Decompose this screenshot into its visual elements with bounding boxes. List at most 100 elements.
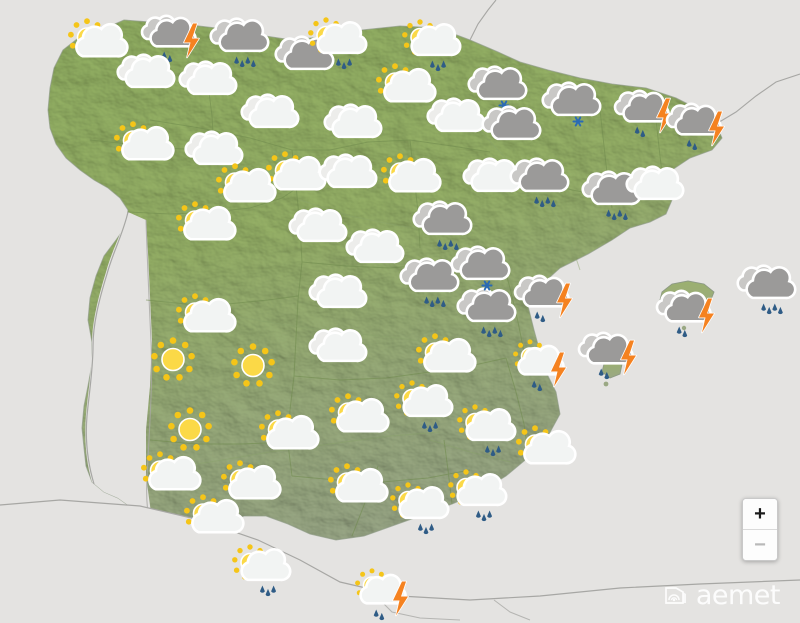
- cloud-icon-light: [517, 344, 565, 376]
- weather-icon-valladolid[interactable]: [311, 145, 385, 212]
- africa-internal-border: [493, 599, 531, 621]
- cloud-icon-front: [622, 91, 670, 123]
- weather-icon-burgos[interactable]: [316, 95, 390, 162]
- raindrop-icon: [534, 196, 556, 208]
- weather-icon-valencia[interactable]: [506, 335, 580, 402]
- weather-icon-soria[interactable]: [373, 147, 447, 214]
- weather-icon-galicia-north[interactable]: [60, 12, 134, 79]
- raindrop-icon: [424, 296, 446, 308]
- weather-icon-barcelona[interactable]: [618, 157, 692, 224]
- weather-icon-albacete[interactable]: [387, 375, 461, 442]
- weather-icon-teruel[interactable]: [450, 282, 524, 349]
- cloud-icon-front: [490, 107, 542, 141]
- weather-icon-zaragoza-north[interactable]: [455, 149, 529, 216]
- raindrop-icon: [418, 523, 434, 535]
- weather-icon-badajoz-north[interactable]: [216, 335, 290, 402]
- weather-icon-huesca-west[interactable]: [475, 97, 549, 164]
- weather-icon-ourense[interactable]: [177, 122, 251, 189]
- cloud-icon-front: [316, 329, 368, 363]
- cloud-icon-front: [674, 104, 722, 136]
- weather-icon-cuenca-north[interactable]: [393, 252, 467, 319]
- weather-icon-lugo[interactable]: [109, 45, 183, 112]
- weather-icon-segovia[interactable]: [281, 199, 355, 266]
- cloud-icon-light: [383, 67, 437, 103]
- weather-icon-basque-east[interactable]: [395, 14, 469, 81]
- weather-icon-toledo[interactable]: [301, 319, 375, 386]
- raindrop-icon: [534, 311, 546, 323]
- weather-icon-badajoz-south[interactable]: [153, 399, 227, 466]
- weather-icon-salamanca-north[interactable]: [168, 195, 242, 262]
- zoom-in-button[interactable]: +: [743, 499, 777, 530]
- weather-icon-caceres-west[interactable]: [136, 329, 210, 396]
- cloud-icon-light: [402, 384, 454, 418]
- cloud-icon-front: [586, 333, 634, 365]
- weather-icon-navarra-pyrenees[interactable]: [461, 59, 535, 126]
- cloud-icon-light: [523, 429, 577, 465]
- aemet-brand[interactable]: aemet: [663, 582, 781, 609]
- weather-icon-granada[interactable]: [383, 477, 457, 544]
- weather-icon-leon-north[interactable]: [171, 52, 245, 119]
- lightning-bolt-icon: [708, 110, 725, 147]
- weather-icon-asturias-east[interactable]: [203, 12, 277, 79]
- weather-icon-sevilla[interactable]: [213, 454, 287, 521]
- cloud-icon-light: [121, 125, 175, 161]
- weather-icon-castellon[interactable]: [511, 267, 585, 334]
- lightning-bolt-icon: [550, 351, 567, 388]
- weather-icon-almeria[interactable]: [441, 464, 515, 531]
- cloud-icon-light: [336, 397, 390, 433]
- cloud-icon-front: [316, 275, 368, 309]
- raindrop-icon: [373, 609, 385, 621]
- raindrop-icon: [234, 56, 256, 68]
- weather-icon-asturias-west[interactable]: [138, 7, 212, 74]
- weather-icon-caceres[interactable]: [168, 287, 242, 354]
- weather-icon-jaen[interactable]: [320, 457, 394, 524]
- weather-icon-lleida-pyrenees[interactable]: [611, 82, 685, 149]
- raindrop-icon: [676, 326, 688, 338]
- weather-icon-zaragoza[interactable]: [503, 152, 577, 219]
- weather-icon-girona[interactable]: [663, 95, 737, 162]
- raindrop-icon: [422, 421, 438, 433]
- weather-icon-pontevedra[interactable]: [106, 115, 180, 182]
- cloud-icon-front: [408, 259, 460, 293]
- zoom-control[interactable]: + −: [742, 498, 778, 561]
- weather-icon-mallorca[interactable]: [653, 282, 727, 349]
- weather-icon-huelva[interactable]: [176, 488, 250, 555]
- aemet-logo-icon: [663, 583, 689, 609]
- weather-icon-basque-west[interactable]: [301, 12, 375, 79]
- sun-icon: [231, 343, 275, 387]
- weather-icon-avila-south[interactable]: [301, 265, 375, 332]
- cloud-icon-front: [522, 276, 570, 308]
- weather-icon-madrid[interactable]: [338, 220, 412, 287]
- weather-icon-alava[interactable]: [368, 57, 442, 124]
- weather-icon-valladolid-west[interactable]: [208, 157, 282, 224]
- lightning-bolt-icon: [556, 282, 573, 319]
- lightning-bolt-icon: [392, 580, 409, 617]
- weather-icon-huesca-pyrenees[interactable]: [535, 75, 609, 142]
- cloud-icon-front: [421, 202, 473, 236]
- cloud-icon-front: [459, 247, 511, 281]
- france-border-east: [715, 73, 800, 125]
- portugal-cutout: [85, 212, 160, 556]
- cloud-icon-front: [149, 16, 197, 48]
- weather-icon-murcia[interactable]: [450, 399, 524, 466]
- weather-icon-ciudad-real[interactable]: [321, 387, 395, 454]
- weather-icon-huelva-north[interactable]: [133, 445, 207, 512]
- weather-icon-alicante[interactable]: [508, 419, 582, 486]
- cloud-icon-light: [183, 205, 237, 241]
- cloud-icon-light: [228, 464, 282, 500]
- weather-icon-cadiz[interactable]: [225, 539, 299, 606]
- weather-icon-melilla[interactable]: [348, 564, 422, 623]
- weather-icon-palencia[interactable]: [233, 85, 307, 152]
- cloud-icon-light: [183, 297, 237, 333]
- weather-icon-guadalajara[interactable]: [406, 195, 480, 262]
- zoom-out-button[interactable]: −: [743, 530, 777, 560]
- weather-icon-menorca[interactable]: [730, 259, 800, 326]
- cloud-icon-front: [550, 83, 602, 117]
- weather-icon-ibiza[interactable]: [575, 324, 649, 391]
- sun-icon: [168, 407, 212, 451]
- weather-icon-albacete-north[interactable]: [408, 327, 482, 394]
- weather-icon-cordoba-north[interactable]: [251, 404, 325, 471]
- weather-icon-cuenca-snow[interactable]: [444, 239, 518, 306]
- cloud-icon-light: [335, 467, 389, 503]
